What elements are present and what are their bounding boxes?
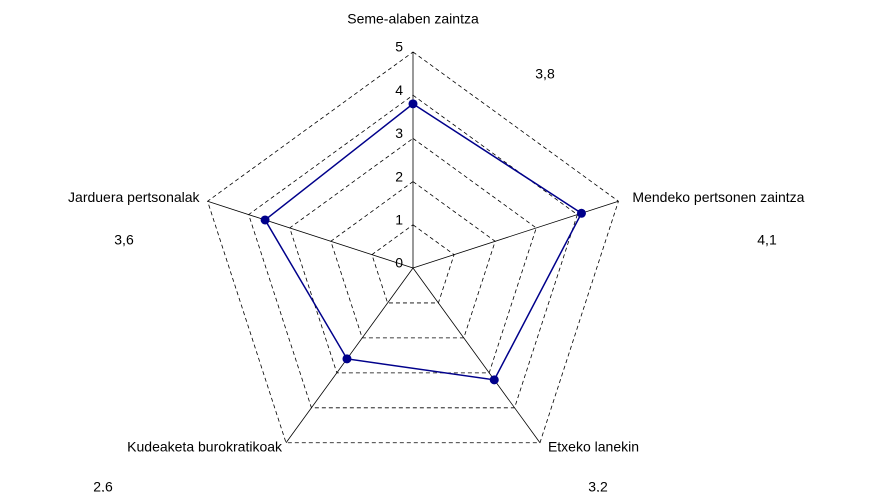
- data-point: [408, 99, 418, 109]
- category-label: Mendeko pertsonen zaintza: [632, 189, 804, 205]
- value-label: 2,6: [93, 479, 113, 492]
- r-tick-label: 1: [395, 212, 403, 228]
- grid-line: [289, 137, 537, 374]
- value-label: 3,8: [535, 66, 555, 82]
- r-tick-label: 3: [395, 125, 403, 141]
- value-label: 4,1: [757, 232, 777, 248]
- series-line: [264, 102, 583, 381]
- value-label: 3,2: [588, 479, 608, 492]
- r-tick-label: 4: [395, 82, 403, 98]
- data-point: [489, 375, 499, 385]
- axis-line: [412, 267, 541, 443]
- category-label: Seme-alaben zaintza: [347, 11, 479, 27]
- grid-line: [207, 51, 619, 444]
- category-label: Jarduera pertsonalak: [68, 189, 201, 205]
- value-label: 3,6: [114, 232, 134, 248]
- r-tick-label: 5: [395, 39, 403, 55]
- category-label: Kudeaketa burokratikoak: [127, 438, 283, 454]
- data-point: [342, 354, 352, 364]
- grid-line: [248, 94, 578, 409]
- r-tick-label: 2: [395, 168, 403, 184]
- category-label: Etxeko lanekin: [548, 438, 639, 454]
- axis-line: [412, 200, 619, 269]
- axis-line: [207, 200, 414, 269]
- data-point: [576, 208, 586, 218]
- grid-line: [330, 181, 496, 339]
- data-point: [260, 215, 270, 225]
- r-tick-label: 0: [395, 255, 403, 271]
- grid-line: [371, 224, 455, 304]
